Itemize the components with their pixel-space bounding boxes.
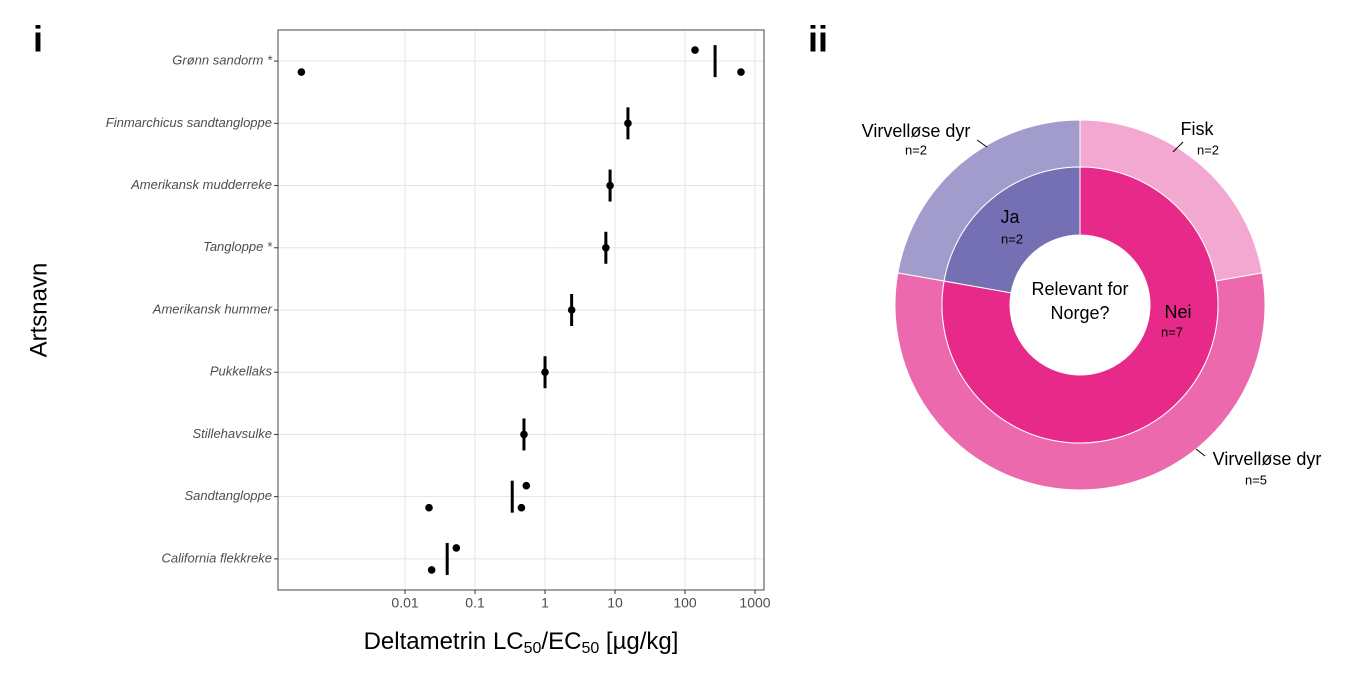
slice-label: Ja (1000, 207, 1020, 227)
y-tick-label: Finmarchicus sandtangloppe (106, 115, 272, 130)
data-point (567, 306, 576, 314)
y-tick-label: Sandtangloppe (185, 488, 272, 503)
slice-count: n=2 (1197, 142, 1219, 157)
data-point (602, 243, 610, 252)
y-axis-title: Artsnavn (25, 263, 52, 358)
x-tick-label: 1 (541, 595, 549, 611)
slice-label: Virvelløse dyr (862, 121, 971, 141)
y-tick-label: Stillehavsulke (193, 426, 273, 441)
x-tick-label: 10 (607, 595, 623, 611)
y-tick-label: Grønn sandorm * (172, 53, 273, 68)
x-title-part: Deltametrin LC (364, 628, 524, 655)
x-title-part: 50 (524, 640, 542, 657)
y-tick-label: California flekkreke (161, 550, 272, 565)
plot-border (277, 29, 765, 591)
center-label: Relevant for (1031, 279, 1128, 299)
slice-count: n=2 (1001, 231, 1023, 246)
y-tick-label: Tangloppe * (203, 239, 273, 254)
slice-label: Fisk (1181, 119, 1215, 139)
slice-count: n=2 (905, 142, 927, 157)
center-label: Norge? (1050, 303, 1109, 323)
x-axis-title: Deltametrin LC50/EC50 [µg/kg] (364, 628, 679, 657)
data-point (425, 503, 433, 512)
slice-count: n=5 (1245, 472, 1267, 487)
y-tick-label: Pukkellaks (210, 364, 273, 379)
data-point (427, 566, 436, 574)
data-point (452, 544, 461, 552)
data-point (737, 68, 745, 76)
y-tick-label: Amerikansk mudderreke (130, 177, 272, 192)
leader-line (1195, 448, 1206, 457)
x-tick-label: 0.01 (391, 595, 418, 611)
data-point (606, 181, 614, 190)
data-point (541, 368, 549, 377)
x-title-part: 50 (581, 640, 599, 657)
slice-label: Nei (1164, 302, 1191, 322)
x-tick-label: 100 (673, 595, 697, 611)
x-title-part: [µg/kg] (599, 628, 678, 655)
leader-line (1172, 141, 1184, 153)
x-tick-label: 1000 (739, 595, 770, 611)
slice-label: Virvelløse dyr (1213, 449, 1322, 469)
data-point (297, 68, 306, 76)
panel-label: i (33, 19, 43, 60)
donut-slice (943, 166, 1081, 294)
slice-count: n=7 (1161, 324, 1183, 339)
x-title-part: /EC (541, 628, 581, 655)
donut-slice (941, 166, 1219, 444)
panel-label: ii (808, 19, 828, 60)
leader-line (976, 139, 988, 148)
data-point (520, 430, 528, 439)
data-point (522, 481, 531, 490)
x-tick-label: 0.1 (465, 595, 485, 611)
y-tick-label: Amerikansk hummer (152, 301, 273, 316)
data-point (624, 119, 632, 128)
data-point (517, 503, 526, 512)
data-point (691, 46, 699, 54)
